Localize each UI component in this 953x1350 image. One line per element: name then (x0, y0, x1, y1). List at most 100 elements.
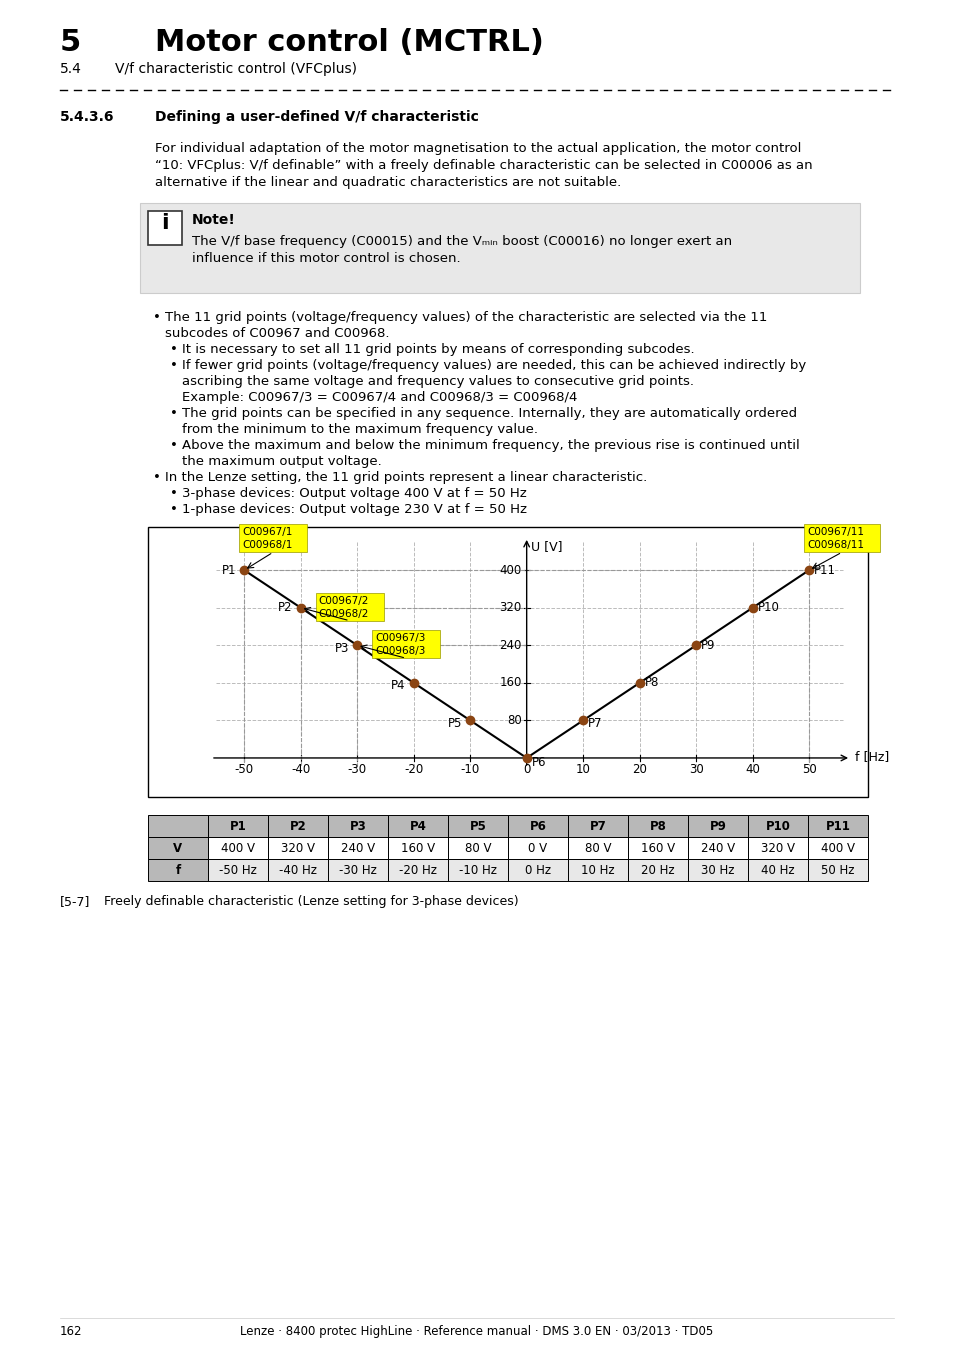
Bar (328, 859, 388, 882)
Bar (567, 815, 627, 837)
Bar (807, 837, 867, 859)
Bar (148, 815, 208, 837)
Bar (372, 630, 439, 659)
Text: 40: 40 (744, 763, 760, 776)
Text: Freely definable characteristic (Lenze setting for 3-phase devices): Freely definable characteristic (Lenze s… (104, 895, 518, 909)
Text: P8: P8 (649, 819, 666, 833)
Text: P5: P5 (447, 717, 461, 730)
Text: alternative if the linear and quadratic characteristics are not suitable.: alternative if the linear and quadratic … (154, 176, 620, 189)
Text: P7: P7 (588, 717, 602, 730)
Bar (328, 837, 388, 859)
Text: 50: 50 (801, 763, 816, 776)
Text: P11: P11 (824, 819, 849, 833)
Bar (687, 859, 747, 882)
Text: 0 Hz: 0 Hz (524, 864, 551, 876)
Text: 3-phase devices: Output voltage 400 V at f = 50 Hz: 3-phase devices: Output voltage 400 V at… (182, 487, 526, 500)
Text: P9: P9 (700, 639, 715, 652)
Text: P11: P11 (813, 564, 835, 576)
Text: the maximum output voltage.: the maximum output voltage. (182, 455, 381, 468)
Text: For individual adaptation of the motor magnetisation to the actual application, : For individual adaptation of the motor m… (154, 142, 801, 155)
Text: “10: VFCplus: V/f definable” with a freely definable characteristic can be selec: “10: VFCplus: V/f definable” with a free… (154, 159, 812, 171)
Text: 160: 160 (498, 676, 521, 690)
Bar (747, 837, 807, 859)
Text: P1: P1 (221, 564, 236, 576)
Text: P6: P6 (531, 756, 546, 770)
Text: •: • (170, 487, 177, 500)
Bar (687, 837, 747, 859)
Bar (803, 524, 880, 552)
Text: 0 V: 0 V (528, 841, 547, 855)
Text: In the Lenze setting, the 11 grid points represent a linear characteristic.: In the Lenze setting, the 11 grid points… (165, 471, 646, 485)
Text: -20 Hz: -20 Hz (398, 864, 436, 876)
Text: 160 V: 160 V (640, 841, 675, 855)
Bar (567, 859, 627, 882)
Text: •: • (170, 504, 177, 516)
Bar (148, 526, 867, 796)
Text: i: i (161, 213, 169, 234)
Text: It is necessary to set all 11 grid points by means of corresponding subcodes.: It is necessary to set all 11 grid point… (182, 343, 694, 356)
Bar (239, 524, 307, 552)
Text: from the minimum to the maximum frequency value.: from the minimum to the maximum frequenc… (182, 423, 537, 436)
Text: •: • (170, 343, 177, 356)
Text: The 11 grid points (voltage/frequency values) of the characteristic are selected: The 11 grid points (voltage/frequency va… (165, 310, 766, 324)
Bar (388, 859, 448, 882)
Bar (448, 859, 507, 882)
Text: C00967/11
C00968/11: C00967/11 C00968/11 (806, 526, 863, 551)
Bar (507, 837, 567, 859)
Text: U [V]: U [V] (530, 540, 561, 553)
Bar (627, 859, 687, 882)
Text: 50 Hz: 50 Hz (821, 864, 854, 876)
Bar (140, 202, 859, 293)
Text: 162: 162 (60, 1324, 82, 1338)
Bar (747, 859, 807, 882)
Text: 30: 30 (688, 763, 702, 776)
Text: C00967/3
C00968/3: C00967/3 C00968/3 (375, 633, 425, 656)
Text: P2: P2 (290, 819, 306, 833)
Bar (747, 815, 807, 837)
Bar (268, 815, 328, 837)
Text: The grid points can be specified in any sequence. Internally, they are automatic: The grid points can be specified in any … (182, 406, 797, 420)
Text: If fewer grid points (voltage/frequency values) are needed, this can be achieved: If fewer grid points (voltage/frequency … (182, 359, 805, 373)
Text: 5.4: 5.4 (60, 62, 82, 76)
Text: Lenze · 8400 protec HighLine · Reference manual · DMS 3.0 EN · 03/2013 · TD05: Lenze · 8400 protec HighLine · Reference… (240, 1324, 713, 1338)
Bar (328, 815, 388, 837)
Text: •: • (152, 471, 161, 485)
Text: The V/f base frequency (C00015) and the Vₘᵢₙ boost (C00016) no longer exert an: The V/f base frequency (C00015) and the … (192, 235, 731, 248)
Bar (507, 859, 567, 882)
Text: P7: P7 (589, 819, 606, 833)
Bar (148, 837, 208, 859)
Text: V: V (173, 841, 182, 855)
Text: -40: -40 (291, 763, 310, 776)
Text: 10 Hz: 10 Hz (580, 864, 614, 876)
Text: 240: 240 (498, 639, 521, 652)
Bar (315, 593, 383, 621)
Text: f [Hz]: f [Hz] (854, 751, 888, 764)
Text: 240 V: 240 V (700, 841, 735, 855)
Text: •: • (170, 359, 177, 373)
Text: 320 V: 320 V (760, 841, 794, 855)
Text: Motor control (MCTRL): Motor control (MCTRL) (154, 28, 543, 57)
Text: 160 V: 160 V (400, 841, 435, 855)
Bar (388, 837, 448, 859)
Text: C00967/2
C00968/2: C00967/2 C00968/2 (318, 595, 369, 618)
Text: f: f (175, 864, 180, 876)
Text: -50: -50 (234, 763, 253, 776)
Text: P10: P10 (764, 819, 790, 833)
Text: -30 Hz: -30 Hz (338, 864, 376, 876)
Text: P5: P5 (469, 819, 486, 833)
Text: C00967/1
C00968/1: C00967/1 C00968/1 (242, 526, 293, 551)
Text: -10 Hz: -10 Hz (458, 864, 497, 876)
Text: P2: P2 (278, 601, 293, 614)
Text: -30: -30 (347, 763, 366, 776)
Bar (507, 815, 567, 837)
Bar (627, 837, 687, 859)
Text: P10: P10 (757, 601, 779, 614)
Text: 80 V: 80 V (464, 841, 491, 855)
Text: 400: 400 (499, 564, 521, 576)
Text: 30 Hz: 30 Hz (700, 864, 734, 876)
Text: Defining a user-defined V/f characteristic: Defining a user-defined V/f characterist… (154, 109, 478, 124)
Text: influence if this motor control is chosen.: influence if this motor control is chose… (192, 252, 460, 265)
Bar (148, 859, 208, 882)
Text: P9: P9 (709, 819, 725, 833)
Text: P8: P8 (644, 676, 659, 690)
